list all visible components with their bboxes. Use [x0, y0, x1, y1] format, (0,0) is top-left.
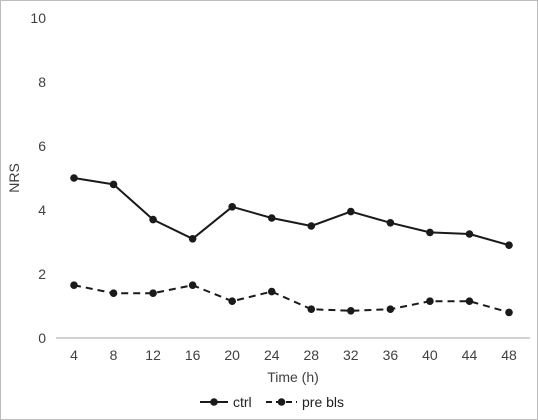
- legend-item: pre bls: [266, 394, 344, 410]
- x-tick-label: 40: [422, 347, 438, 363]
- data-point: [465, 230, 474, 238]
- data-point: [307, 305, 316, 314]
- data-point: [347, 307, 355, 315]
- y-tick-label: 2: [38, 266, 46, 282]
- data-point: [70, 174, 78, 182]
- legend-item: ctrl: [200, 394, 252, 410]
- series-layer: [70, 174, 513, 317]
- data-point: [188, 281, 197, 290]
- data-point: [426, 228, 434, 237]
- y-tick-label: 0: [38, 330, 46, 346]
- legend-label: ctrl: [233, 394, 252, 410]
- data-point: [149, 215, 157, 224]
- data-point: [307, 222, 316, 230]
- data-point: [109, 289, 118, 298]
- data-point: [228, 203, 236, 211]
- x-tick-label: 44: [462, 347, 478, 363]
- data-point: [149, 289, 157, 298]
- data-point: [465, 297, 474, 306]
- data-point: [347, 207, 355, 216]
- x-tick-label: 36: [383, 347, 399, 363]
- x-tick-label: 8: [110, 347, 118, 363]
- data-point: [188, 235, 197, 243]
- data-point: [505, 308, 513, 317]
- data-point: [426, 297, 434, 306]
- series-pre-bls: [70, 281, 513, 317]
- y-tick-label: 6: [38, 138, 46, 154]
- legend-marker: [277, 398, 286, 406]
- data-point: [267, 287, 276, 296]
- data-point: [505, 241, 513, 249]
- x-tick-label: 12: [145, 347, 161, 363]
- y-axis-title: NRS: [6, 163, 22, 193]
- x-tick-label: 4: [70, 347, 78, 363]
- data-point: [386, 305, 395, 314]
- x-tick-label: 28: [303, 347, 319, 363]
- legend-label: pre bls: [302, 394, 344, 410]
- y-tick-label: 8: [38, 74, 46, 90]
- series-line: [73, 177, 510, 247]
- data-point: [267, 214, 276, 222]
- legend-marker: [210, 398, 218, 406]
- data-point: [109, 180, 118, 189]
- data-point: [386, 219, 395, 227]
- series-ctrl: [70, 174, 513, 249]
- x-tick-label: 24: [264, 347, 280, 363]
- legend: ctrl pre bls: [200, 394, 344, 410]
- data-point: [70, 281, 78, 290]
- x-tick-label: 16: [185, 347, 201, 363]
- series-line: [73, 284, 510, 314]
- x-axis-title: Time (h): [267, 369, 319, 385]
- data-point: [228, 297, 236, 306]
- y-tick-label: 4: [38, 202, 46, 218]
- x-tick-label: 32: [343, 347, 359, 363]
- y-tick-label: 10: [30, 10, 46, 26]
- x-tick-label: 20: [224, 347, 240, 363]
- x-tick-label: 48: [501, 347, 517, 363]
